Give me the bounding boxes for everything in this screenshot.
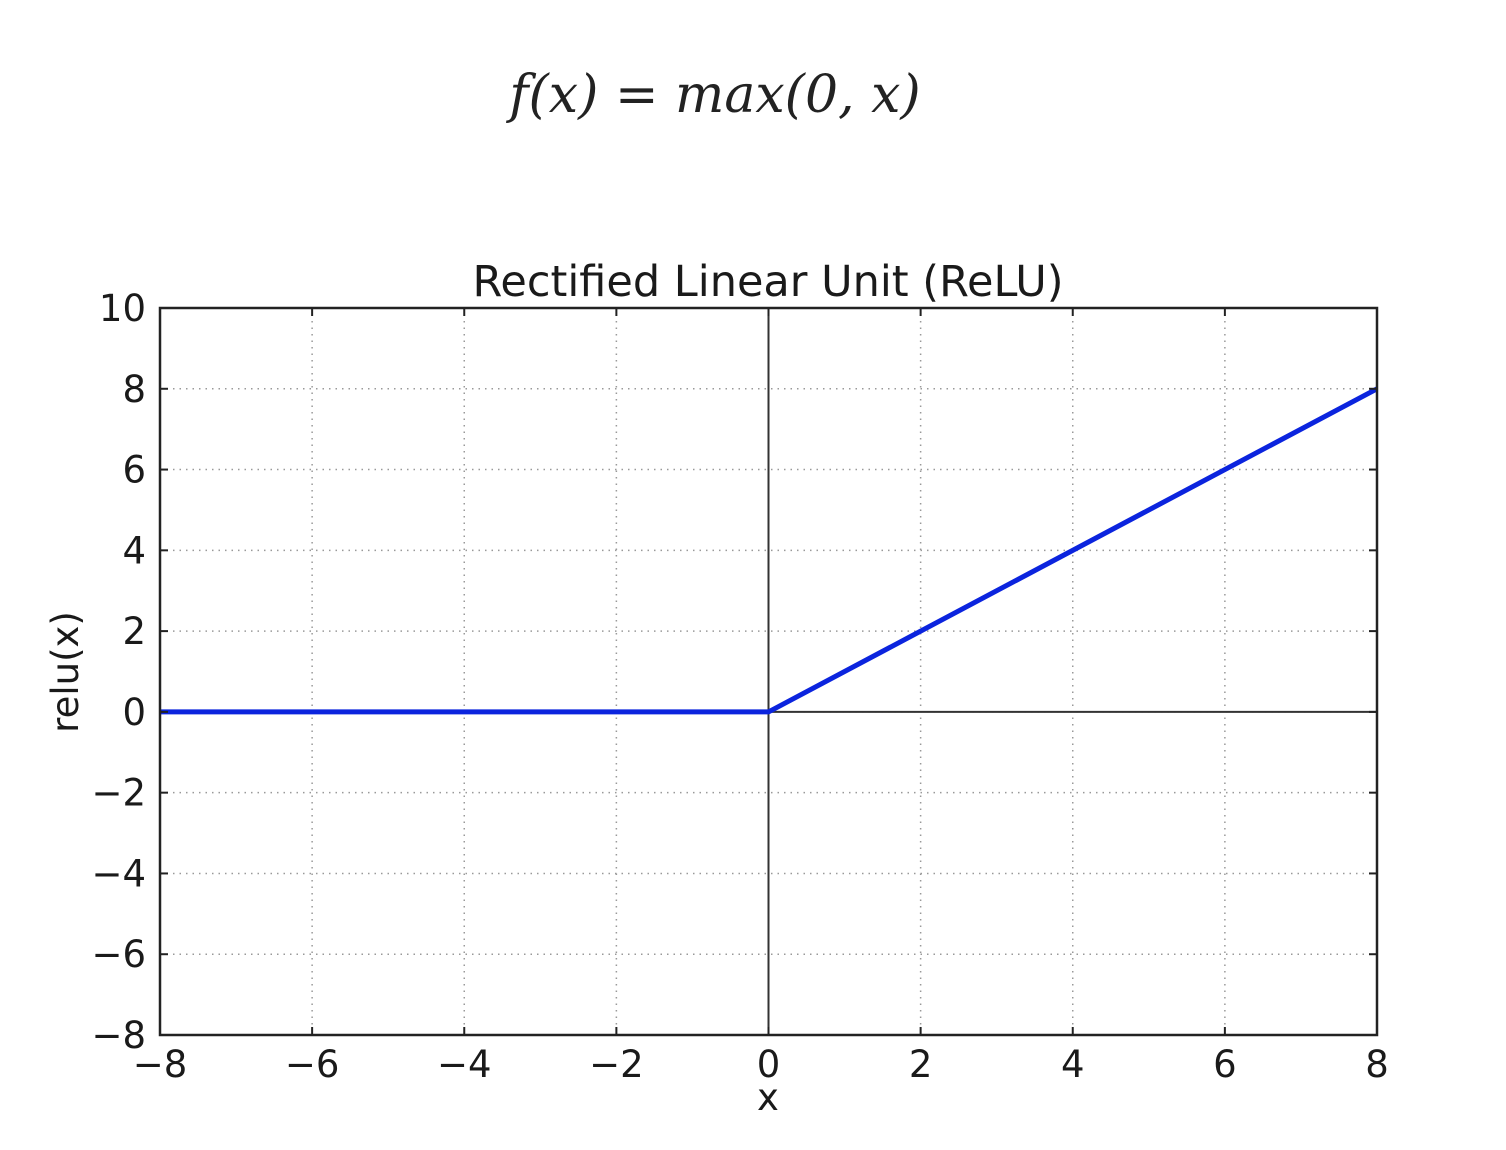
x-axis-label: x [757,1076,779,1119]
y-tick-label: −2 [91,772,146,815]
chart-title: Rectified Linear Unit (ReLU) [472,257,1063,307]
x-tick-label: 2 [909,1043,933,1086]
y-tick-label: 6 [122,449,146,492]
x-tick-label: 8 [1365,1043,1389,1086]
y-tick-label: −6 [91,933,146,976]
formula: f(x) = max(0, x) [505,65,920,125]
x-tick-label: 0 [757,1043,781,1086]
y-tick-label: −8 [91,1014,146,1057]
y-tick-label: 10 [99,287,146,330]
relu-line [160,386,1379,715]
x-tick-label: 4 [1061,1043,1085,1086]
tick-labels: −8 −6 −4 −2 0 2 4 6 8 −8 −6 −4 −2 0 2 4 6 8 10 [91,287,1388,1086]
y-tick-label: 4 [122,529,146,572]
x-tick-label: −4 [437,1043,492,1086]
y-tick-label: 2 [122,610,146,653]
y-tick-label: 0 [122,691,146,734]
zero-lines [160,308,1377,1035]
series-relu [160,386,1379,715]
x-tick-label: −2 [589,1043,644,1086]
x-tick-label: 6 [1213,1043,1237,1086]
x-tick-label: −6 [285,1043,340,1086]
tick-marks [159,307,1378,1036]
y-tick-label: −4 [91,852,146,895]
y-axis-label: relu(x) [44,611,87,733]
y-tick-label: 8 [122,368,146,411]
x-tick-label: −8 [133,1043,188,1086]
